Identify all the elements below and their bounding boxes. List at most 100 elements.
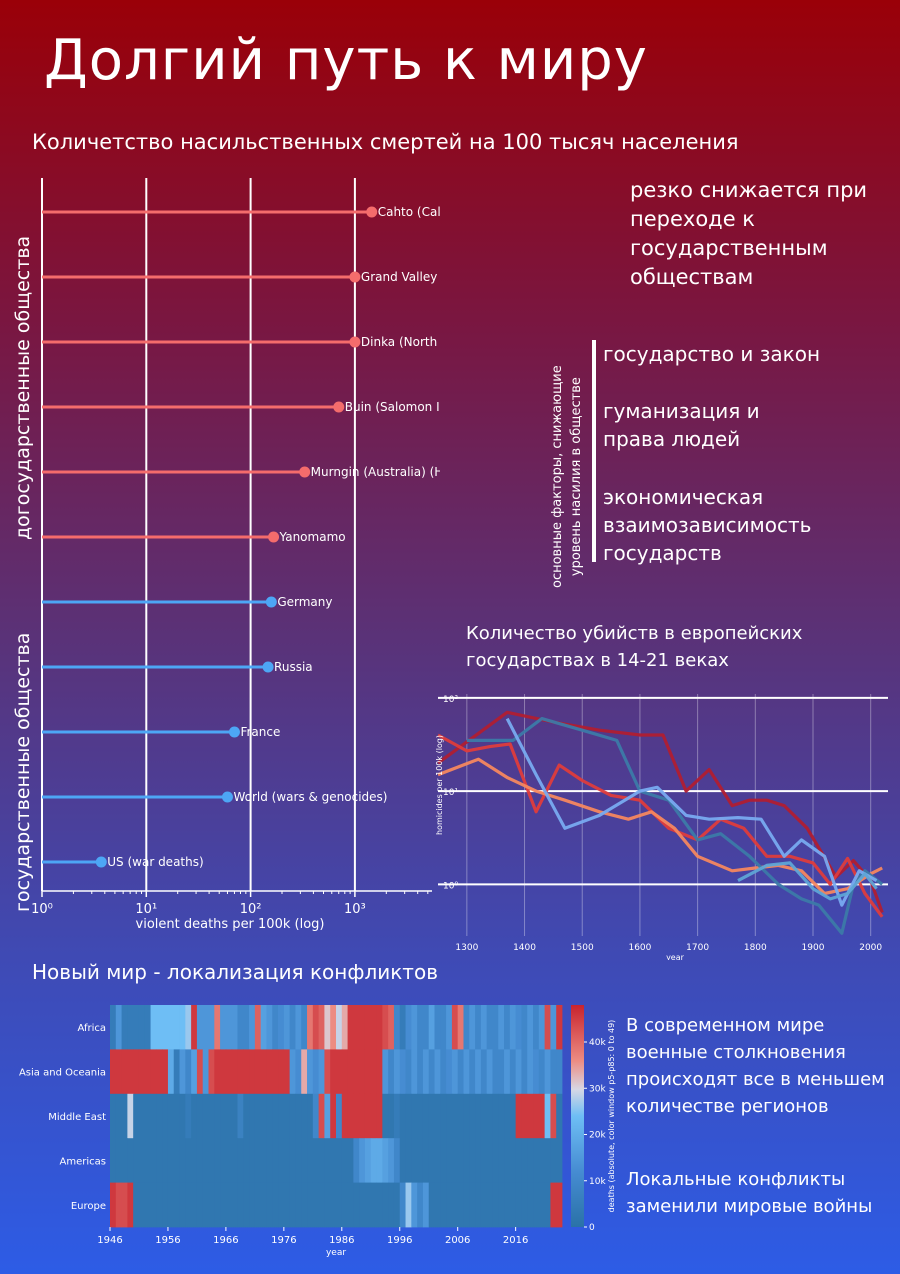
heatmap-cell: [504, 1093, 511, 1139]
heatmap-cell: [405, 1182, 412, 1228]
heatmap-cell: [364, 1182, 372, 1228]
heatmap-cell: [382, 1049, 389, 1095]
heatmap-cell: [312, 1093, 320, 1139]
heatmap-cell: [121, 1138, 128, 1183]
heatmap-cell: [266, 1138, 273, 1183]
heatmap-cell: [388, 1049, 395, 1095]
heatmap-cell: [434, 1182, 441, 1228]
heatmap-cell: [336, 1005, 343, 1050]
heatmap-cell: [533, 1049, 540, 1095]
heatmap-cell: [475, 1005, 482, 1050]
heatmap-cell: [249, 1049, 256, 1095]
heatmap-cell: [509, 1005, 517, 1050]
heatmap-cell: [399, 1005, 406, 1050]
heatmap-cell: [266, 1182, 273, 1228]
heatmap-cell: [318, 1005, 325, 1050]
heatmap-cell: [515, 1182, 522, 1228]
heatmap-cell: [364, 1049, 372, 1095]
heatmap-cell: [196, 1049, 204, 1095]
section1-heading: Количетство насильственных смертей на 10…: [32, 130, 739, 154]
heatmap-cell: [254, 1138, 262, 1183]
heatmap-cell: [231, 1182, 238, 1228]
heatmap-cell: [121, 1093, 128, 1139]
heatmap-cell: [498, 1093, 505, 1139]
heatmap-cell: [330, 1182, 337, 1228]
heatmap-cell: [150, 1049, 157, 1095]
series-line: [466, 717, 884, 935]
heatmap-cell: [538, 1049, 546, 1095]
heatmap-cell: [417, 1182, 424, 1228]
x-tick-label: 1966: [213, 1235, 238, 1246]
heatmap-cell: [283, 1138, 291, 1183]
heatmap-cell: [492, 1182, 499, 1228]
heatmap-cell: [225, 1138, 233, 1183]
heatmap-cell: [127, 1005, 134, 1050]
section3-note1: В современном мире военные столкновения …: [626, 1015, 885, 1117]
x-tick-label: 1956: [155, 1235, 180, 1246]
heatmap-cell: [422, 1049, 430, 1095]
row-label: Europe: [71, 1201, 106, 1212]
heatmap-cell: [521, 1182, 528, 1228]
heatmap-cell: [318, 1049, 325, 1095]
heatmap-cell: [289, 1049, 296, 1095]
heatmap-cell: [498, 1182, 505, 1228]
heatmap-cell: [492, 1138, 499, 1183]
heatmap-cell: [225, 1005, 233, 1050]
heatmap-cell: [457, 1093, 464, 1139]
heatmap-cell: [272, 1182, 279, 1228]
series-line: [437, 757, 883, 896]
heatmap-cell: [138, 1138, 146, 1183]
heatmap-cell: [399, 1138, 406, 1183]
x-tick-label: 1986: [329, 1235, 354, 1246]
heatmap-cell: [127, 1138, 134, 1183]
heatmap-cell: [254, 1182, 262, 1228]
heatmap-cell: [312, 1138, 320, 1183]
heatmap-cell: [110, 1049, 117, 1095]
heatmap-cell: [359, 1138, 366, 1183]
heatmap-cell: [475, 1138, 482, 1183]
heatmap-cell: [527, 1005, 534, 1050]
heatmap-cell: [133, 1093, 140, 1139]
heatmap-cell: [330, 1138, 337, 1183]
heatmap-cell: [295, 1049, 302, 1095]
heatmap-cell: [440, 1049, 447, 1095]
heatmap-cell: [110, 1093, 117, 1139]
colorbar: [571, 1005, 584, 1227]
data-point: [299, 466, 311, 478]
heatmap-cell: [214, 1182, 221, 1228]
heatmap-cell: [237, 1182, 244, 1228]
heatmap-cell: [550, 1049, 557, 1095]
heatmap-cell: [446, 1138, 453, 1183]
heatmap-cell: [382, 1005, 389, 1050]
heatmap-cell: [208, 1182, 215, 1228]
heatmap-cell: [237, 1049, 244, 1095]
heatmap-cell: [550, 1005, 557, 1050]
heatmap-cell: [301, 1005, 308, 1050]
heatmap-cell: [434, 1049, 441, 1095]
heatmap-cell: [115, 1049, 122, 1095]
heatmap-cell: [457, 1049, 464, 1095]
heatmap-cell: [220, 1093, 227, 1139]
heatmap-cell: [237, 1005, 244, 1050]
heatmap-cell: [504, 1049, 511, 1095]
heatmap-cell: [469, 1182, 476, 1228]
heatmap-cell: [451, 1138, 459, 1183]
heatmap-cell: [133, 1182, 140, 1228]
series-line: [505, 717, 878, 907]
row-label: Germany: [277, 595, 332, 609]
heatmap-cell: [133, 1138, 140, 1183]
heatmap-cell: [399, 1049, 406, 1095]
heatmap-cell: [260, 1138, 267, 1183]
heatmap-cell: [307, 1049, 314, 1095]
row-label: World (wars & genocides): [233, 790, 387, 804]
heatmap-cell: [353, 1182, 360, 1228]
heatmap-cell: [451, 1182, 459, 1228]
heatmap-cell: [208, 1138, 215, 1183]
section1-note: резко снижается при переходе к государст…: [630, 178, 868, 289]
x-tick-label: 1700: [686, 943, 709, 953]
heatmap-cell: [278, 1182, 285, 1228]
heatmap-cell: [127, 1093, 134, 1139]
heatmap-cell: [556, 1005, 563, 1050]
heatmap-cell: [550, 1093, 557, 1139]
heatmap-cell: [504, 1182, 511, 1228]
